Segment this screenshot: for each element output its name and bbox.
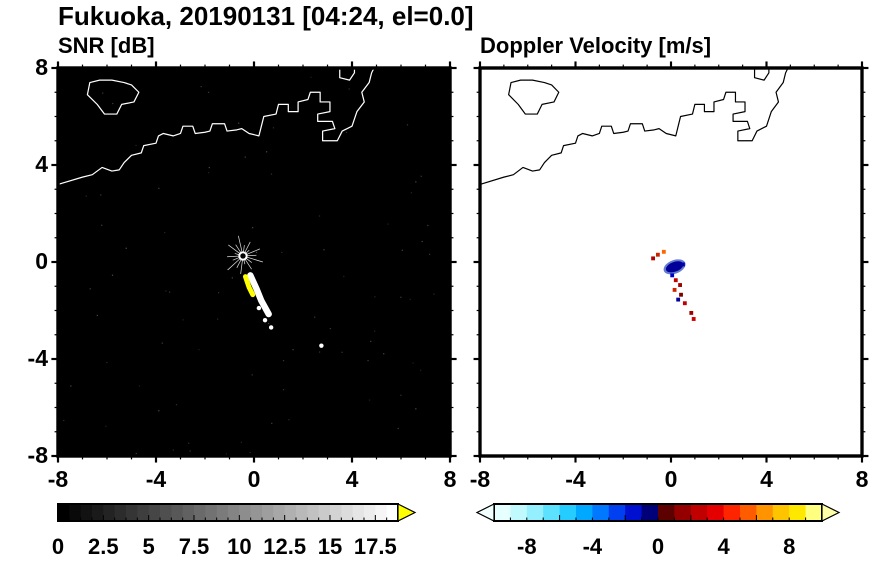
snr-colorbar-tick-label: 7.5 [178, 534, 210, 559]
y-tick-label: 0 [35, 247, 48, 274]
velocity-plot [473, 61, 869, 463]
x-tick-label: 8 [443, 466, 457, 492]
snr-colorbar-tick-label: 17.5 [353, 534, 397, 559]
x-tick-label: -4 [565, 466, 586, 492]
y-tick-label: -8 [27, 441, 48, 468]
x-tick-label: 0 [664, 466, 678, 492]
velocity-colorbar-tick-label: 8 [783, 534, 796, 559]
y-tick-label: 8 [35, 53, 48, 80]
axis-frame-and-ticks [473, 61, 869, 463]
axis-frame-and-ticks [51, 61, 457, 463]
x-tick-label: -8 [47, 466, 69, 492]
snr-colorbar-tick-label: 5 [142, 534, 155, 559]
snr-plot [51, 61, 457, 463]
x-tick-label: 0 [247, 466, 261, 492]
velocity-colorbar [475, 503, 841, 522]
snr-colorbar-tick-label: 12.5 [263, 534, 307, 559]
x-tick-label: 8 [855, 466, 869, 492]
figure-title: Fukuoka, 20190131 [04:24, el=0.0] [58, 1, 474, 31]
snr-colorbar-tick-label: 0 [51, 534, 65, 559]
radar-echo [651, 249, 696, 321]
snr-colorbar-tick-label: 15 [317, 534, 343, 559]
velocity-panel-title: Doppler Velocity [m/s] [480, 33, 712, 58]
x-tick-label: 4 [760, 466, 773, 492]
colorbar-segments [58, 504, 399, 521]
snr-panel-title: SNR [dB] [58, 33, 155, 58]
x-tick-label: -4 [145, 466, 167, 492]
y-tick-label: 4 [35, 150, 48, 177]
y-tick-label: -4 [27, 344, 48, 371]
x-tick-label: -8 [469, 466, 491, 492]
radar-echo [227, 235, 324, 348]
snr-colorbar-labels: 0 2.5 5 7.5 10 12.5 15 17.5 [52, 534, 438, 564]
velocity-x-axis-labels: -8 -4 0 4 8 [470, 466, 869, 494]
under-range-arrow [475, 503, 495, 522]
velocity-colorbar-tick-label: -8 [517, 534, 537, 559]
over-range-arrow [397, 503, 417, 522]
velocity-colorbar-tick-label: 4 [717, 534, 730, 559]
snr-colorbar-tick-label: 10 [227, 534, 252, 559]
x-tick-label: 4 [345, 466, 359, 492]
snr-y-axis-labels: 8 4 0 -4 -8 [4, 54, 50, 468]
velocity-colorbar-tick-label: -4 [582, 534, 603, 559]
plot-background [58, 68, 450, 456]
velocity-colorbar-tick-label: 0 [651, 534, 665, 559]
snr-colorbar [57, 503, 417, 522]
velocity-colorbar-labels: -8 -4 0 4 8 [478, 534, 858, 564]
snr-x-axis-labels: -8 -4 0 4 8 [48, 466, 457, 494]
snr-colorbar-tick-label: 2.5 [88, 534, 119, 559]
noise-specks [58, 76, 451, 455]
over-range-arrow [821, 503, 841, 522]
colorbar-segments [494, 504, 823, 521]
